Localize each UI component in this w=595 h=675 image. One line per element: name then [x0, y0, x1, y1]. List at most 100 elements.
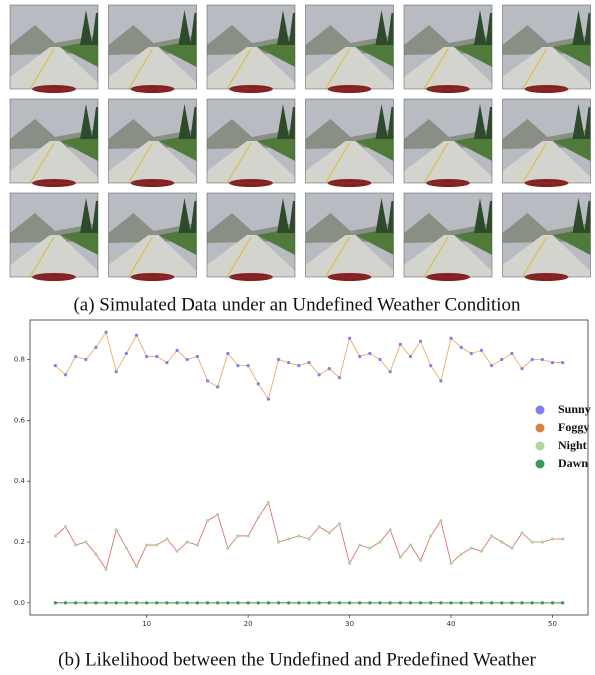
- scene-frame: [403, 98, 493, 184]
- data-point: [63, 525, 68, 529]
- data-point: [317, 601, 321, 605]
- data-point: [104, 601, 108, 605]
- data-point: [337, 376, 342, 380]
- data-point: [398, 601, 402, 605]
- legend-marker: [535, 459, 545, 469]
- scene-grass: [355, 228, 394, 255]
- data-point: [307, 601, 311, 605]
- data-point: [429, 534, 433, 538]
- data-point: [195, 543, 199, 547]
- scene-road: [502, 141, 591, 183]
- scene-road: [207, 235, 295, 277]
- data-point: [256, 382, 260, 386]
- data-point: [530, 357, 534, 362]
- scene-lane: [423, 48, 449, 90]
- scene-trees: [572, 104, 591, 139]
- data-point: [459, 552, 463, 556]
- data-point: [378, 601, 382, 605]
- data-point: [195, 354, 199, 359]
- data-point: [236, 364, 240, 368]
- scene-frame: [502, 4, 591, 90]
- data-point: [205, 601, 210, 605]
- scene-lane: [324, 236, 351, 278]
- data-point: [419, 558, 423, 562]
- data-point: [84, 540, 88, 544]
- data-point: [185, 357, 189, 362]
- scene-trees: [375, 10, 394, 45]
- data-point: [358, 601, 362, 605]
- data-point: [378, 357, 382, 362]
- scene-lane: [226, 142, 252, 184]
- scene-trees: [178, 198, 197, 233]
- data-point: [540, 357, 544, 362]
- data-point: [408, 543, 413, 547]
- data-point: [561, 360, 565, 365]
- data-point: [327, 367, 331, 371]
- scene-grass: [355, 134, 394, 161]
- scene-road: [404, 141, 492, 183]
- scene-grass: [60, 228, 98, 255]
- scene-trees: [178, 104, 197, 139]
- data-point: [175, 549, 179, 553]
- scene-grass: [257, 40, 295, 67]
- data-point: [347, 561, 352, 565]
- data-point: [63, 601, 68, 605]
- data-point: [226, 546, 230, 550]
- data-point: [317, 373, 321, 377]
- data-point: [510, 546, 514, 550]
- data-point: [104, 567, 108, 571]
- data-point: [84, 357, 88, 362]
- data-point: [124, 351, 128, 356]
- data-point: [327, 531, 331, 535]
- data-point: [449, 601, 453, 605]
- scene-grass: [552, 228, 591, 255]
- data-point: [337, 601, 342, 605]
- data-point: [53, 601, 57, 605]
- scene-lane: [29, 236, 55, 278]
- scene-grass: [355, 40, 394, 67]
- legend-label: Dawn: [558, 456, 588, 470]
- data-point: [490, 601, 494, 605]
- data-point: [205, 519, 210, 523]
- data-point: [266, 601, 271, 605]
- data-point: [408, 601, 413, 605]
- scene-grass: [257, 134, 295, 161]
- scene-frame: [502, 98, 591, 184]
- plot-frame: [29, 319, 589, 616]
- scene-grass: [552, 40, 591, 67]
- image-grid: [9, 4, 591, 281]
- legend-marker: [535, 423, 545, 433]
- data-point: [145, 543, 149, 547]
- data-point: [307, 360, 311, 365]
- scene-grass: [60, 134, 98, 161]
- data-point: [500, 601, 504, 605]
- data-point: [53, 364, 57, 368]
- data-point: [165, 601, 169, 605]
- scene-lane: [521, 48, 548, 90]
- data-point: [530, 601, 534, 605]
- data-point: [287, 360, 291, 365]
- data-point: [185, 540, 189, 544]
- data-point: [510, 601, 514, 605]
- data-point: [459, 345, 463, 349]
- scene-frame: [403, 192, 493, 278]
- data-point: [419, 601, 423, 605]
- data-point: [449, 336, 453, 340]
- scene-lane: [127, 142, 154, 184]
- data-point: [550, 601, 555, 605]
- data-point: [429, 364, 433, 368]
- scene-lane: [423, 142, 449, 184]
- scene-trees: [375, 198, 394, 233]
- scene-lane: [226, 236, 252, 278]
- data-point: [287, 601, 291, 605]
- scene-grass: [454, 228, 492, 255]
- data-point: [469, 546, 473, 550]
- scene-road: [305, 235, 394, 277]
- data-point: [459, 601, 463, 605]
- x-tick-label: 40: [447, 620, 456, 628]
- data-point: [84, 601, 88, 605]
- scene-frame: [9, 4, 99, 90]
- scene-trees: [80, 10, 98, 45]
- scene-trees: [572, 198, 591, 233]
- data-point: [520, 367, 524, 371]
